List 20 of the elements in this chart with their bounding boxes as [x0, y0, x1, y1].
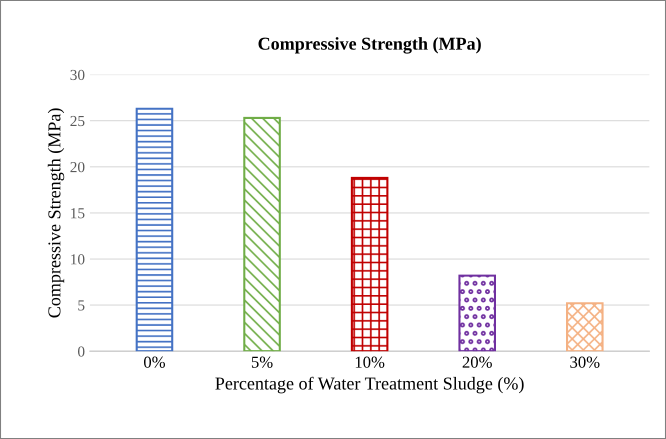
- x-tick-label: 20%: [462, 356, 492, 368]
- y-tick-label: 20: [70, 162, 84, 172]
- bar: [566, 302, 604, 352]
- y-tick-label: 30: [70, 70, 84, 80]
- x-tick-label: 0%: [144, 356, 165, 368]
- bar: [350, 176, 388, 352]
- bar: [243, 116, 281, 352]
- y-tick-label: 0: [78, 346, 84, 357]
- bar: [136, 108, 174, 352]
- y-tick-label: 25: [70, 116, 84, 126]
- x-tick-label: 5%: [252, 356, 273, 368]
- x-axis-title: Percentage of Water Treatment Sludge (%): [215, 376, 524, 394]
- x-tick-label: 30%: [570, 356, 600, 368]
- y-tick-label: 15: [71, 208, 84, 218]
- y-axis-title: Compressive Strength (MPa): [48, 108, 64, 318]
- bar: [458, 274, 496, 352]
- chart-title: Compressive Strength (MPa): [258, 37, 481, 54]
- y-tick-label: 10: [71, 254, 84, 264]
- x-tick-label: 10%: [356, 356, 384, 368]
- y-tick-label: 5: [78, 300, 84, 311]
